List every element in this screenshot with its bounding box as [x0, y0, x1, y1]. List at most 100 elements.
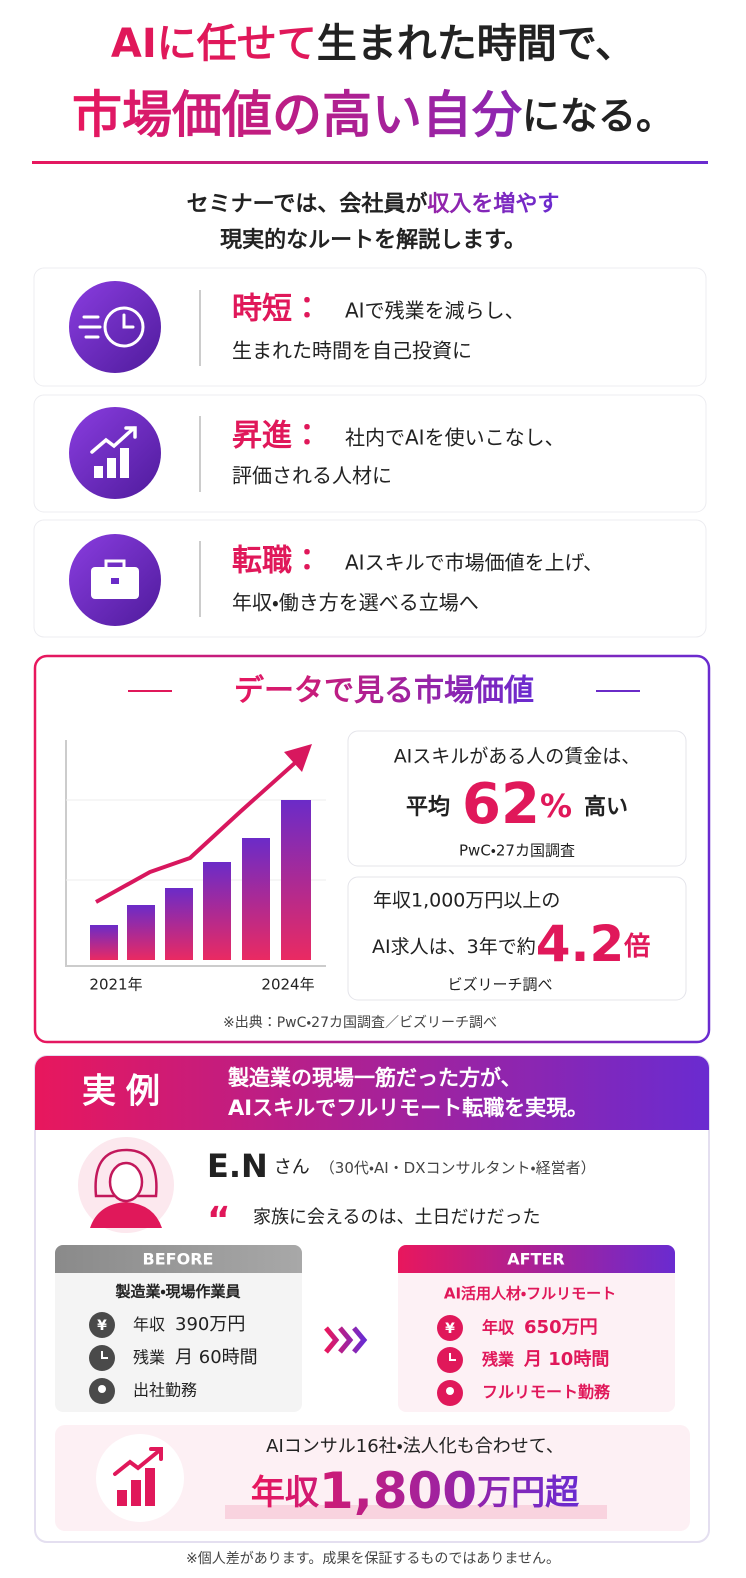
- market-footnote: ※出典：PwC・27カ国調査／ビズリーチ調べ: [223, 1015, 497, 1031]
- arrow-head: [284, 744, 312, 772]
- title-underline: [32, 161, 708, 164]
- benefit-text: AIスキルで市場価値を上げ、: [345, 551, 603, 575]
- stat-main: AI求人は、3年で約4.2倍: [372, 915, 650, 973]
- stat-card: [347, 730, 687, 867]
- icon-glyph: ¥: [97, 1318, 107, 1334]
- benefit-text: 評価される人材に: [232, 464, 392, 488]
- item-key: 残業: [481, 1350, 515, 1369]
- benefit-text: 年収・働き方を選べる立場へ: [232, 591, 479, 615]
- avatar-face: [108, 1161, 144, 1203]
- title-rest: になる。: [522, 94, 674, 138]
- card-bg: [33, 267, 707, 387]
- stat-suffix: 高い: [584, 794, 628, 820]
- result-number: 1,800: [319, 1462, 477, 1520]
- result-box: [55, 1425, 690, 1531]
- item-key: 残業: [133, 1348, 165, 1367]
- benefit-card: 時短： AIで残業を減らし、 生まれた時間を自己投資に: [33, 267, 707, 387]
- icon-part: [103, 306, 145, 348]
- icon-part: [94, 448, 129, 478]
- quote: 家族に会えるのは、土日だけだった: [253, 1207, 540, 1228]
- illustration-bar: [281, 800, 311, 960]
- item-key: 出社勤務: [133, 1381, 197, 1400]
- illustration-bar: [242, 838, 270, 960]
- icon-part: [111, 578, 119, 584]
- item-key: 年収: [482, 1318, 515, 1337]
- growth-illustration: 2021年 2024年: [65, 740, 326, 994]
- icon-glyph: [101, 1351, 108, 1359]
- before-box: [55, 1245, 302, 1412]
- benefit-label: 時短：: [232, 292, 322, 327]
- stat-number: 4.2: [536, 915, 625, 973]
- avatar-body: [90, 1202, 162, 1228]
- icon-clock: [69, 281, 161, 373]
- before-label: BEFORE: [143, 1250, 214, 1269]
- icon-part: [90, 426, 137, 454]
- benefit-card: 昇進： 社内でAIを使いこなし、 評価される人材に: [33, 394, 707, 513]
- item-key: フルリモート勤務: [482, 1383, 611, 1402]
- illustration-bar: [127, 905, 155, 960]
- before-role: 製造業・現場作業員: [114, 1283, 240, 1301]
- item: 年収 650万円: [482, 1317, 598, 1338]
- icon-growth: [69, 407, 161, 499]
- after-label: AFTER: [507, 1250, 564, 1269]
- stat-source: PwC・27カ国調査: [459, 842, 575, 860]
- item-value: 390万円: [175, 1314, 245, 1335]
- card-bg: [33, 519, 707, 638]
- benefit-text: AIで残業を減らし、: [345, 299, 525, 323]
- x-label: 2021年: [89, 976, 142, 994]
- stat-main: 平均 62% 高い: [406, 772, 628, 837]
- stat-number: 62: [462, 772, 540, 837]
- stat-card: [347, 876, 687, 1001]
- benefit-text: 社内でAIを使いこなし、: [345, 426, 565, 450]
- profile: （30代・AI・DXコンサルタント・経営者）: [320, 1159, 596, 1177]
- result-text: AIコンサル16社・法人化も合わせて、: [266, 1436, 564, 1457]
- after-header: [398, 1245, 675, 1273]
- result-highlight: [225, 1505, 607, 1519]
- icon-part: [78, 313, 135, 339]
- avatar-hair: [94, 1148, 158, 1198]
- case-headline: 製造業の現場一筋だった方が、: [227, 1066, 522, 1090]
- illustration-bar: [203, 862, 231, 960]
- result-icon: [117, 1468, 155, 1506]
- card-bg: [33, 394, 707, 513]
- disclaimer: ※個人差があります。成果を保証するものではありません。: [186, 1551, 560, 1567]
- stat-source: ビズリーチ調べ: [447, 976, 552, 994]
- benefit-card: 転職： AIスキルで市場価値を上げ、 年収・働き方を選べる立場へ: [33, 519, 707, 638]
- person-name: E.N さん （30代・AI・DXコンサルタント・経営者）: [207, 1147, 596, 1185]
- benefit-label: 昇進：: [232, 419, 322, 454]
- result-prefix: 年収: [251, 1473, 320, 1513]
- quote-mark: “: [207, 1200, 231, 1241]
- illustration-bar: [165, 888, 193, 960]
- case-badge: 実例: [82, 1072, 170, 1112]
- avatar: [78, 1137, 174, 1233]
- case-header: [35, 1056, 709, 1130]
- result-icon: [113, 1447, 163, 1476]
- honorific: さん: [274, 1157, 310, 1178]
- result-icon-bg: [96, 1434, 184, 1522]
- stat-text: 年収1,000万円以上の: [373, 890, 560, 912]
- title-line-2: 市場価値の高い自分になる。: [72, 86, 674, 144]
- illustration-bar: [90, 925, 118, 960]
- title-accent: AIに任せて: [111, 21, 317, 67]
- icon-yen: [89, 1312, 115, 1338]
- stat-unit: 倍: [623, 932, 650, 962]
- icon-glyph: [446, 1387, 454, 1395]
- item-value: 650万円: [524, 1317, 598, 1338]
- title-rest: 生まれた時間で、: [317, 21, 635, 67]
- after-box: [398, 1245, 675, 1412]
- trend-arrow: [95, 760, 298, 904]
- item: 残業月 10時間: [481, 1349, 609, 1370]
- stat-prefix: 平均: [406, 794, 450, 820]
- case-headline: AIスキルでフルリモート転職を実現。: [228, 1096, 588, 1120]
- result-suffix: 万円超: [477, 1473, 580, 1513]
- intro-text: セミナーでは、会社員が: [187, 191, 428, 217]
- icon-glyph: ¥: [445, 1321, 455, 1337]
- item: 年収 390万円: [133, 1314, 245, 1335]
- intro-accent: 収入を増やす: [427, 191, 559, 217]
- intro-line-2: 現実的なルートを解説します。: [220, 227, 526, 253]
- name: E.N: [207, 1147, 268, 1185]
- axis: [65, 740, 326, 967]
- transition-arrows: [324, 1326, 368, 1354]
